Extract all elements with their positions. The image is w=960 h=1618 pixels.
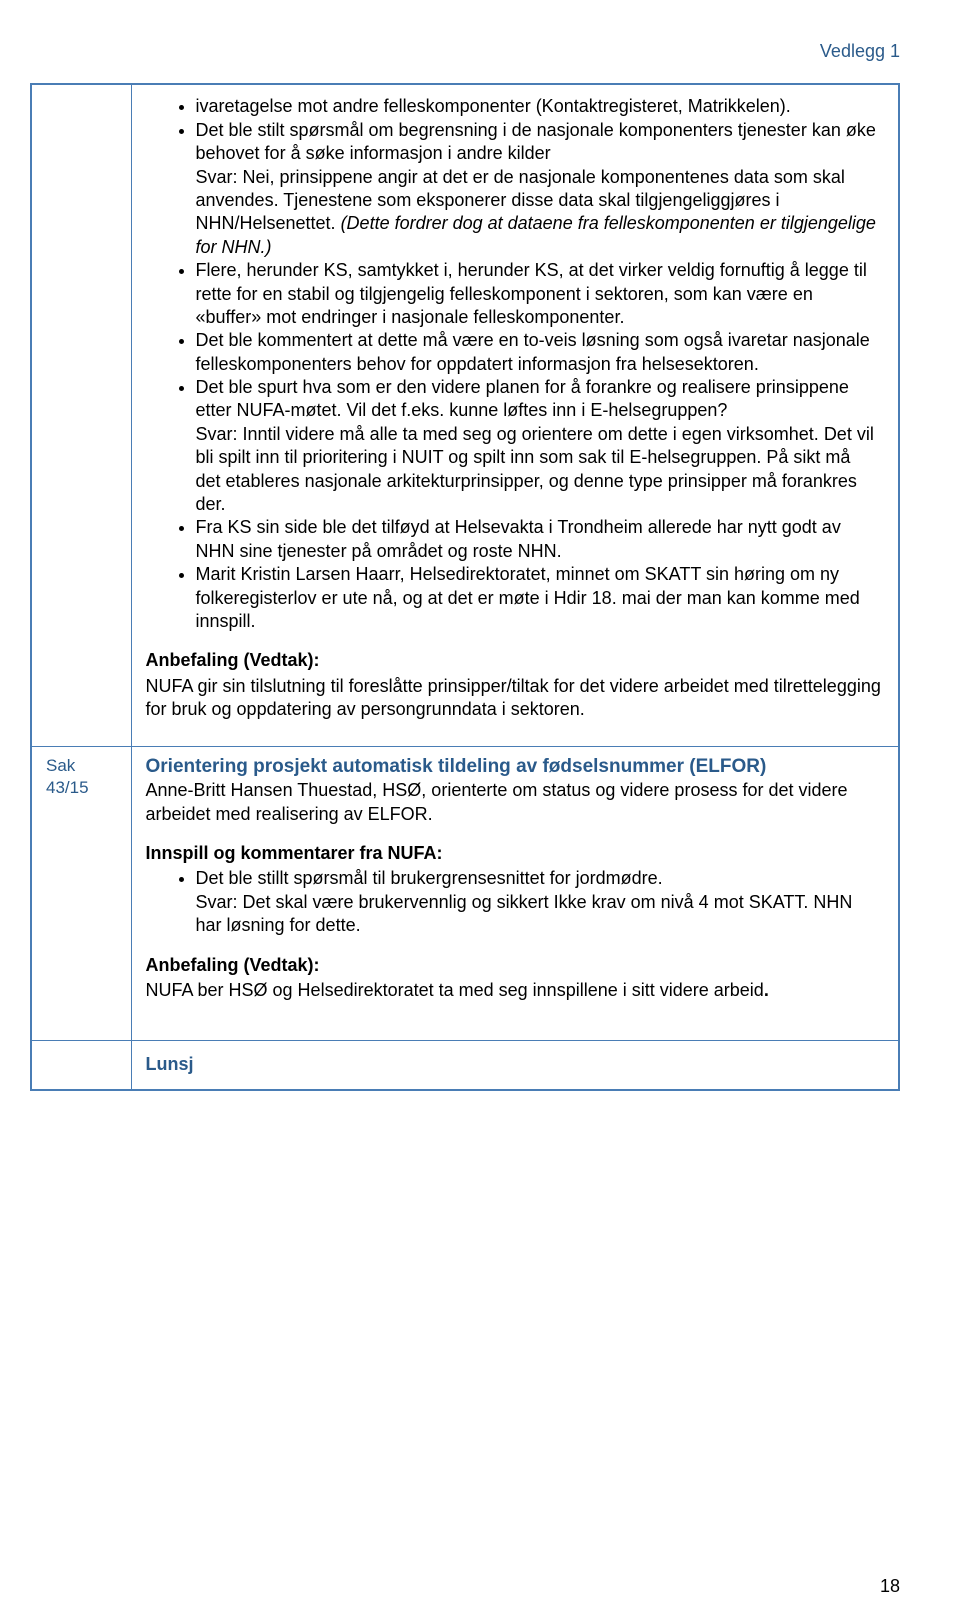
recommendation-dot: . [764, 980, 769, 1000]
text-run: Det ble kommentert at dette må være en t… [196, 330, 870, 373]
left-cell-empty [31, 84, 131, 746]
bullet-list: Det ble stillt spørsmål til brukergrense… [146, 867, 885, 937]
content-table: ivaretagelse mot andre felleskomponenter… [30, 83, 900, 1090]
text-run: ivaretagelse mot andre felleskomponenter… [196, 96, 791, 116]
text-run: Det ble stillt spørsmål til brukergrense… [196, 868, 663, 888]
list-item: Det ble stilt spørsmål om begrensning i … [196, 119, 885, 259]
recommendation-text: NUFA gir sin tilslutning til foreslåtte … [146, 675, 885, 722]
list-item: Det ble stillt spørsmål til brukergrense… [196, 867, 885, 937]
text-run: Marit Kristin Larsen Haarr, Helsedirekto… [196, 564, 860, 631]
list-item: Marit Kristin Larsen Haarr, Helsedirekto… [196, 563, 885, 633]
text-run: Flere, herunder KS, samtykket i, herunde… [196, 260, 867, 327]
recommendation-heading: Anbefaling (Vedtak): [146, 954, 885, 977]
list-item: Det ble spurt hva som er den videre plan… [196, 376, 885, 516]
text-run: Det ble spurt hva som er den videre plan… [196, 377, 849, 420]
list-item: Fra KS sin side ble det tilføyd at Helse… [196, 516, 885, 563]
bullet-list: ivaretagelse mot andre felleskomponenter… [146, 95, 885, 633]
table-row: ivaretagelse mot andre felleskomponenter… [31, 84, 899, 746]
page-container: Vedlegg 1 ivaretagelse mot andre fellesk… [0, 0, 960, 1618]
recommendation-text: NUFA ber HSØ og Helsedirektoratet ta med… [146, 979, 885, 1002]
content-cell-1: ivaretagelse mot andre felleskomponenter… [131, 84, 899, 746]
text-run: Svar: Inntil videre må alle ta med seg o… [196, 424, 874, 514]
content-cell-3: Lunsj [131, 1041, 899, 1090]
intro-text: Anne-Britt Hansen Thuestad, HSØ, oriente… [146, 779, 885, 826]
recommendation-heading: Anbefaling (Vedtak): [146, 649, 885, 672]
page-number: 18 [880, 1575, 900, 1598]
text-run: Det ble stilt spørsmål om begrensning i … [196, 120, 876, 163]
list-item: Flere, herunder KS, samtykket i, herunde… [196, 259, 885, 329]
table-row: Sak 43/15 Orientering prosjekt automatis… [31, 746, 899, 1041]
case-id: Sak 43/15 [46, 756, 89, 798]
text-run: Svar: Det skal være brukervennlig og sik… [196, 892, 853, 935]
input-comments-heading: Innspill og kommentarer fra NUFA: [146, 842, 885, 865]
recommendation-pre: NUFA ber HSØ og Helsedirektoratet ta med… [146, 980, 764, 1000]
table-row: Lunsj [31, 1041, 899, 1090]
lunch-heading: Lunsj [146, 1053, 885, 1076]
text-run: Fra KS sin side ble det tilføyd at Helse… [196, 517, 841, 560]
header-attachment-label: Vedlegg 1 [30, 40, 900, 63]
left-cell-empty [31, 1041, 131, 1090]
list-item: Det ble kommentert at dette må være en t… [196, 329, 885, 376]
section-title: Orientering prosjekt automatisk tildelin… [146, 755, 885, 780]
list-item: ivaretagelse mot andre felleskomponenter… [196, 95, 885, 118]
content-cell-2: Orientering prosjekt automatisk tildelin… [131, 746, 899, 1041]
left-cell-sak: Sak 43/15 [31, 746, 131, 1041]
